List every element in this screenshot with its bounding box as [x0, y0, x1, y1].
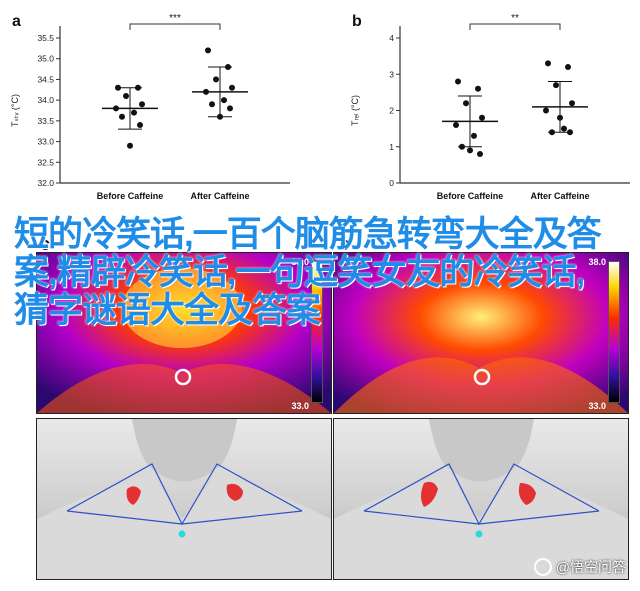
data-point: [205, 47, 211, 54]
data-point: [127, 142, 133, 149]
data-point: [479, 114, 485, 121]
data-point: [221, 97, 227, 104]
y-axis-label: Tₛₜᵥ (°C): [10, 94, 20, 127]
y-tick-label: 32.5: [37, 157, 54, 167]
data-point: [213, 76, 219, 83]
data-point: [209, 101, 215, 108]
data-point: [135, 84, 141, 91]
temperature-scale-after: [608, 261, 620, 403]
data-point: [463, 100, 469, 107]
significance-bracket: [129, 23, 221, 30]
data-point: [453, 122, 459, 128]
data-point: [131, 109, 137, 116]
x-category-label: Before Caffeine: [97, 191, 164, 200]
data-point: [137, 122, 143, 128]
thermal-heatmap-after: [334, 253, 628, 413]
data-point: [475, 85, 481, 92]
scale-min-before: 33.0: [291, 401, 309, 411]
watermark-logo-icon: [533, 558, 552, 576]
x-category-label: Before Caffeine: [437, 191, 504, 200]
data-point: [553, 82, 559, 89]
scale-max-after: 38.0: [588, 257, 606, 267]
neck-photo-after: [333, 418, 629, 580]
significance-bracket: [469, 23, 561, 30]
y-tick-label: 0: [389, 178, 394, 188]
y-tick-label: 32.0: [37, 178, 54, 188]
x-category-label: After Caffeine: [530, 191, 589, 200]
temperature-scale-before: [311, 261, 323, 403]
thermal-image-after: 38.0 33.0: [333, 252, 629, 414]
data-point: [227, 105, 233, 112]
neck-sketch-after: [334, 419, 628, 579]
chart-b: b 0 1 2 3 4 Tᵣₑₗ (°C) Before Caffeine After Caff…: [350, 13, 630, 200]
significance-marker: ***: [169, 13, 181, 24]
data-point: [567, 129, 573, 136]
data-point: [545, 60, 551, 67]
significance-marker: **: [511, 13, 519, 24]
data-point: [225, 64, 231, 70]
scale-min-after: 33.0: [588, 401, 606, 411]
y-tick-label: 3: [389, 69, 394, 79]
panel-label: a: [12, 13, 21, 30]
data-point: [113, 105, 119, 112]
y-tick-label: 35.5: [37, 33, 54, 43]
data-point: [569, 100, 575, 107]
data-point: [203, 88, 209, 95]
overlay-title: 短的冷笑话,一百个脑筋急转弯大全及答案,精辟冷笑话,一句逗笑女友的冷笑话,猜字谜…: [14, 215, 602, 330]
neck-photo-before: [36, 418, 332, 580]
panel-label: b: [352, 13, 362, 30]
data-point: [455, 78, 461, 85]
data-point: [467, 147, 473, 154]
neck-sketch-before: [37, 419, 331, 579]
data-point: [115, 84, 121, 91]
data-point: [561, 125, 567, 132]
panel-label-c-left: c: [40, 234, 51, 254]
y-tick-label: 1: [389, 142, 394, 152]
watermark: @悟空问答: [533, 557, 626, 577]
data-point: [217, 113, 223, 120]
data-point: [477, 151, 483, 157]
watermark-text: @悟空问答: [555, 559, 626, 575]
x-category-label: After Caffeine: [190, 191, 249, 200]
data-point: [543, 107, 549, 114]
y-tick-label: 4: [389, 33, 394, 43]
data-point: [459, 143, 465, 150]
data-point: [139, 101, 145, 108]
data-point: [549, 129, 555, 136]
data-point: [565, 64, 571, 70]
data-point: [123, 93, 129, 99]
data-point: [557, 114, 563, 121]
y-tick-label: 34.0: [37, 95, 54, 105]
thermal-heatmap-before: [37, 253, 331, 413]
data-point: [471, 132, 477, 139]
y-tick-label: 33.5: [37, 116, 54, 126]
y-tick-label: 33.0: [37, 137, 54, 147]
y-axis-label: Tᵣₑₗ (°C): [350, 95, 360, 126]
y-tick-label: 35.0: [37, 54, 54, 64]
thermal-image-before: 38.0 33.0: [36, 252, 332, 414]
data-point: [119, 113, 125, 120]
y-tick-label: 2: [389, 106, 394, 116]
scale-max-before: 38.0: [291, 257, 309, 267]
y-tick-label: 34.5: [37, 74, 54, 84]
panel-label-c-right: c: [340, 234, 351, 254]
data-point: [229, 84, 235, 91]
chart-a: a 32.0 32.5 33.0 33.5 34.0 34.5 35.0 35.5 Tₛₜᵥ (°…: [10, 13, 290, 200]
